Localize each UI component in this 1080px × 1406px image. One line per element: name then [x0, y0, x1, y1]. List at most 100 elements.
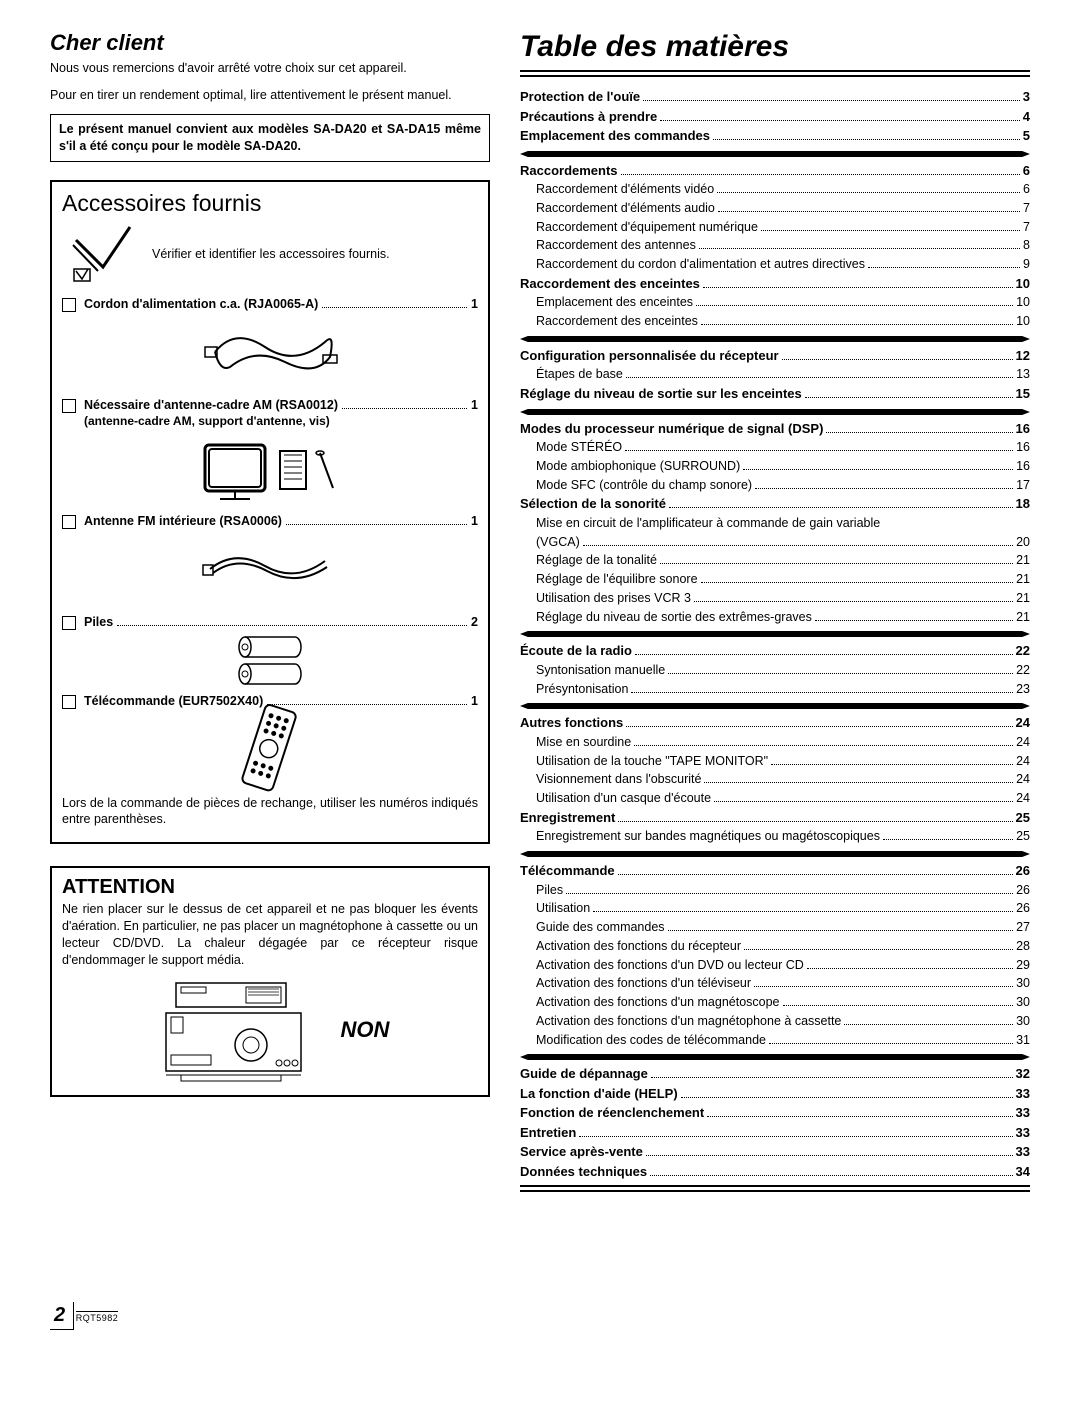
- dear-customer-title: Cher client: [50, 30, 490, 56]
- checkbox-icon: [62, 298, 76, 312]
- section-divider: [520, 703, 1030, 709]
- section-divider: [520, 336, 1030, 342]
- toc-entry: Visionnement dans l'obscurité24: [520, 770, 1030, 789]
- section-divider: [520, 851, 1030, 857]
- accessory-illustration-icon: [62, 634, 478, 684]
- toc-entry: Raccordement d'éléments audio7: [520, 199, 1030, 218]
- toc-entry: Piles26: [520, 881, 1030, 900]
- accessories-footnote: Lors de la commande de pièces de rechang…: [62, 795, 478, 829]
- toc-top-rule: [520, 70, 1030, 77]
- toc-entry: Activation des fonctions d'un téléviseur…: [520, 974, 1030, 993]
- accessories-verify-row: Vérifier et identifier les accessoires f…: [68, 225, 478, 285]
- left-column: Cher client Nous vous remercions d'avoir…: [50, 30, 490, 1192]
- toc-entry: Utilisation d'un casque d'écoute24: [520, 789, 1030, 808]
- intro-paragraph-1: Nous vous remercions d'avoir arrêté votr…: [50, 60, 490, 77]
- toc-entry: Présyntonisation23: [520, 680, 1030, 699]
- toc-entry: Réglage du niveau de sortie des extrêmes…: [520, 608, 1030, 627]
- toc-entry: Activation des fonctions d'un DVD ou lec…: [520, 956, 1030, 975]
- toc-entry: Modification des codes de télécommande31: [520, 1031, 1030, 1050]
- toc-entry: Utilisation des prises VCR 321: [520, 589, 1030, 608]
- handwriting-checkmark-icon: [68, 225, 138, 285]
- accessory-sublabel: (antenne-cadre AM, support d'antenne, vi…: [84, 414, 478, 428]
- section-divider: [520, 409, 1030, 415]
- toc-entry: Activation des fonctions d'un magnétopho…: [520, 1012, 1030, 1031]
- section-divider: [520, 631, 1030, 637]
- toc-entry: Mode SFC (contrôle du champ sonore)17: [520, 476, 1030, 495]
- toc-entry: Mode ambiophonique (SURROUND)16: [520, 457, 1030, 476]
- toc-entry: Configuration personnalisée du récepteur…: [520, 346, 1030, 366]
- attention-title: ATTENTION: [62, 876, 478, 899]
- toc-entry: Sélection de la sonorité18: [520, 494, 1030, 514]
- page-number: 2: [50, 1302, 74, 1330]
- toc-entry: Mise en sourdine24: [520, 733, 1030, 752]
- toc-entry: Raccordement du cordon d'alimentation et…: [520, 255, 1030, 274]
- checkbox-icon: [62, 515, 76, 529]
- accessories-title: Accessoires fournis: [62, 190, 478, 217]
- toc-entry: Service après-vente33: [520, 1142, 1030, 1162]
- toc-entry: Utilisation de la touche "TAPE MONITOR"2…: [520, 752, 1030, 771]
- toc-entry: Raccordement des enceintes10: [520, 312, 1030, 331]
- toc-entry: (VGCA)20: [520, 533, 1030, 552]
- accessories-verify-text: Vérifier et identifier les accessoires f…: [152, 246, 478, 263]
- accessory-label: Cordon d'alimentation c.a. (RJA0065-A)1: [84, 297, 478, 311]
- toc-entry: Syntonisation manuelle22: [520, 661, 1030, 680]
- toc-entry: Entretien33: [520, 1123, 1030, 1143]
- toc-bottom-rule: [520, 1185, 1030, 1192]
- toc-entry: Raccordement des antennes8: [520, 236, 1030, 255]
- toc-entry: Activation des fonctions du récepteur28: [520, 937, 1030, 956]
- checkbox-icon: [62, 399, 76, 413]
- model-note-box: Le présent manuel convient aux modèles S…: [50, 114, 490, 162]
- toc-entry: Étapes de base13: [520, 365, 1030, 384]
- toc-entry: Précautions à prendre4: [520, 107, 1030, 127]
- toc-entry: Enregistrement sur bandes magnétiques ou…: [520, 827, 1030, 846]
- accessory-item: Cordon d'alimentation c.a. (RJA0065-A)1: [62, 297, 478, 388]
- toc-entry: Mise en circuit de l'amplificateur à com…: [520, 514, 1030, 533]
- toc-entry: Emplacement des enceintes10: [520, 293, 1030, 312]
- accessory-item: Télécommande (EUR7502X40)1: [62, 694, 478, 785]
- accessory-illustration-icon: [62, 713, 478, 785]
- toc-entry: Réglage de la tonalité21: [520, 551, 1030, 570]
- toc-entry: Utilisation26: [520, 899, 1030, 918]
- toc-entry: Mode STÉRÉO16: [520, 438, 1030, 457]
- accessory-illustration-icon: [62, 316, 478, 388]
- document-code: RQT5982: [76, 1311, 119, 1323]
- toc-entry: Fonction de réenclenchement33: [520, 1103, 1030, 1123]
- attention-box: ATTENTION Ne rien placer sur le dessus d…: [50, 866, 490, 1097]
- attention-non-label: NON: [341, 1017, 390, 1043]
- toc-entry: Guide de dépannage32: [520, 1064, 1030, 1084]
- accessory-item: Piles2: [62, 615, 478, 684]
- attention-diagram: NON: [62, 975, 478, 1085]
- toc-entry: Raccordement des enceintes10: [520, 274, 1030, 294]
- section-divider: [520, 1054, 1030, 1060]
- toc-entry: Emplacement des commandes5: [520, 126, 1030, 146]
- toc-entry: Télécommande26: [520, 861, 1030, 881]
- accessory-label: Piles2: [84, 615, 478, 629]
- accessory-label: Antenne FM intérieure (RSA0006)1: [84, 514, 478, 528]
- section-divider: [520, 151, 1030, 157]
- stacked-devices-icon: [151, 975, 321, 1085]
- toc-entry: Raccordement d'équipement numérique7: [520, 218, 1030, 237]
- toc-entry: Réglage de l'équilibre sonore21: [520, 570, 1030, 589]
- toc-entry: Enregistrement25: [520, 808, 1030, 828]
- accessory-item: Antenne FM intérieure (RSA0006)1: [62, 514, 478, 605]
- toc-entry: Modes du processeur numérique de signal …: [520, 419, 1030, 439]
- accessory-label: Nécessaire d'antenne-cadre AM (RSA0012)1: [84, 398, 478, 412]
- toc-entry: La fonction d'aide (HELP)33: [520, 1084, 1030, 1104]
- toc-entry: Protection de l'ouïe3: [520, 87, 1030, 107]
- accessories-box: Accessoires fournis Vérifier et identifi…: [50, 180, 490, 845]
- toc-entry: Raccordement d'éléments vidéo6: [520, 180, 1030, 199]
- toc-entry: Raccordements6: [520, 161, 1030, 181]
- toc-title: Table des matières: [520, 30, 1030, 64]
- checkbox-icon: [62, 616, 76, 630]
- toc-entry: Réglage du niveau de sortie sur les ence…: [520, 384, 1030, 404]
- page-footer: 2 RQT5982: [50, 1302, 1030, 1330]
- toc-entry: Écoute de la radio22: [520, 641, 1030, 661]
- accessory-illustration-icon: [62, 533, 478, 605]
- right-column: Table des matières Protection de l'ouïe3…: [520, 30, 1030, 1192]
- accessory-illustration-icon: [62, 432, 478, 504]
- toc-entry: Données techniques34: [520, 1162, 1030, 1182]
- toc-entry: Guide des commandes27: [520, 918, 1030, 937]
- accessory-item: Nécessaire d'antenne-cadre AM (RSA0012)1…: [62, 398, 478, 504]
- checkbox-icon: [62, 695, 76, 709]
- toc-entry: Activation des fonctions d'un magnétosco…: [520, 993, 1030, 1012]
